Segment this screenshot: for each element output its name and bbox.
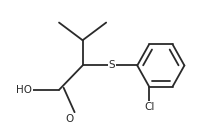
Text: HO: HO: [16, 85, 32, 95]
Text: Cl: Cl: [144, 102, 154, 112]
Text: S: S: [109, 61, 115, 70]
Text: O: O: [66, 114, 74, 124]
